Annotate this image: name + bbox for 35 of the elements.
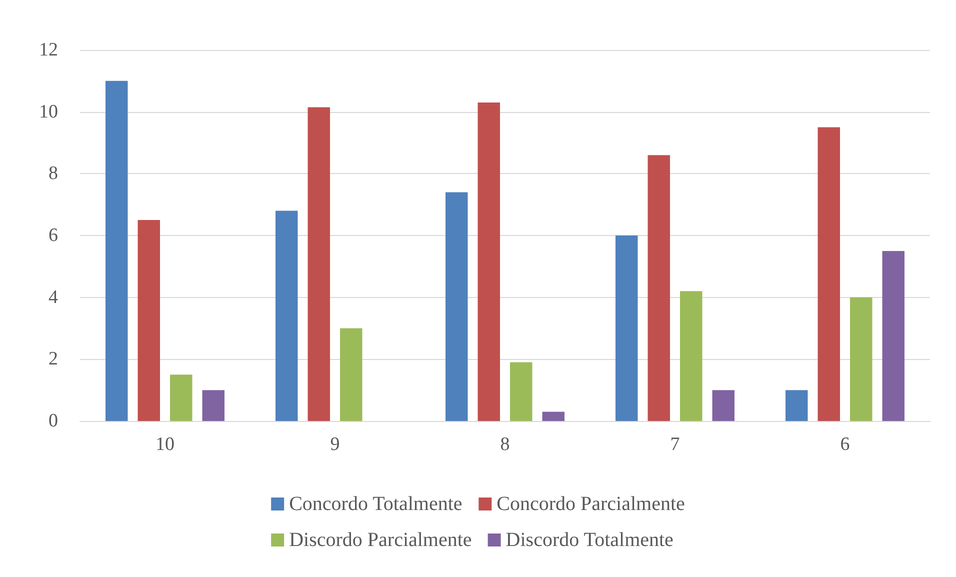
bar bbox=[818, 127, 840, 421]
bar bbox=[510, 362, 532, 421]
bar bbox=[340, 328, 362, 421]
bar bbox=[648, 155, 670, 421]
x-tick-label: 10 bbox=[156, 434, 174, 455]
y-tick-label: 6 bbox=[48, 225, 58, 246]
bar bbox=[680, 291, 702, 421]
x-tick-label: 8 bbox=[500, 434, 510, 455]
bar bbox=[446, 192, 468, 421]
legend-label: Concordo Parcialmente bbox=[496, 493, 686, 515]
bar bbox=[542, 412, 564, 421]
y-tick-label: 0 bbox=[48, 410, 58, 432]
y-tick-label: 8 bbox=[48, 163, 58, 184]
bar bbox=[850, 297, 872, 421]
bar bbox=[616, 236, 638, 421]
y-tick-label: 12 bbox=[39, 40, 58, 60]
bar bbox=[106, 80, 128, 421]
bar bbox=[786, 390, 808, 421]
y-tick-label: 10 bbox=[39, 101, 58, 122]
bar bbox=[882, 250, 904, 421]
x-tick-label: 7 bbox=[670, 434, 680, 455]
bar bbox=[170, 374, 192, 421]
bar bbox=[478, 102, 500, 421]
bar bbox=[276, 210, 298, 421]
bar bbox=[138, 220, 160, 421]
x-tick-label: 9 bbox=[330, 434, 340, 455]
bar bbox=[202, 390, 224, 421]
x-tick-label: 6 bbox=[840, 434, 850, 455]
bar bbox=[712, 390, 734, 421]
y-tick-label: 4 bbox=[48, 286, 58, 308]
bar bbox=[308, 107, 330, 421]
legend-label: Discordo Parcialmente bbox=[289, 529, 472, 551]
y-tick-label: 2 bbox=[48, 348, 58, 370]
legend-label: Discordo Totalmente bbox=[506, 529, 674, 551]
legend-label: Concordo Totalmente bbox=[289, 493, 462, 515]
